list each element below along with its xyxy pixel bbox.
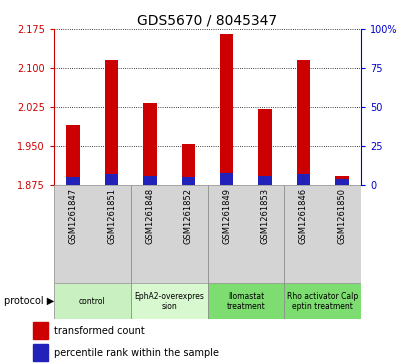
Bar: [220, 173, 233, 185]
Bar: [54, 283, 131, 319]
Text: GSM1261852: GSM1261852: [184, 188, 193, 244]
Text: transformed count: transformed count: [54, 326, 145, 336]
Text: GSM1261847: GSM1261847: [68, 188, 78, 244]
Bar: [105, 60, 118, 185]
Text: protocol ▶: protocol ▶: [4, 296, 54, 306]
Bar: [182, 144, 195, 185]
Text: Rho activator Calp
eptin treatment: Rho activator Calp eptin treatment: [287, 291, 358, 311]
Bar: [297, 60, 310, 185]
Bar: [54, 185, 131, 283]
Text: percentile rank within the sample: percentile rank within the sample: [54, 347, 219, 358]
Bar: [208, 185, 284, 283]
Text: GSM1261853: GSM1261853: [261, 188, 270, 244]
Bar: [131, 185, 208, 283]
Text: GSM1261848: GSM1261848: [145, 188, 154, 244]
Bar: [335, 179, 349, 185]
Text: GSM1261850: GSM1261850: [337, 188, 347, 244]
Bar: [33, 322, 48, 339]
Bar: [297, 174, 310, 185]
Bar: [143, 176, 156, 185]
Bar: [284, 185, 361, 283]
Bar: [143, 103, 156, 185]
Bar: [66, 178, 80, 185]
Text: GSM1261846: GSM1261846: [299, 188, 308, 244]
Text: control: control: [79, 297, 106, 306]
Bar: [66, 125, 80, 185]
Bar: [105, 174, 118, 185]
Text: GSM1261849: GSM1261849: [222, 188, 231, 244]
Text: EphA2-overexpres
sion: EphA2-overexpres sion: [134, 291, 204, 311]
Title: GDS5670 / 8045347: GDS5670 / 8045347: [137, 14, 278, 28]
Bar: [131, 283, 208, 319]
Bar: [335, 176, 349, 185]
Text: GSM1261851: GSM1261851: [107, 188, 116, 244]
Bar: [182, 178, 195, 185]
Bar: [33, 344, 48, 361]
Text: Ilomastat
treatment: Ilomastat treatment: [227, 291, 265, 311]
Bar: [220, 34, 233, 185]
Bar: [259, 109, 272, 185]
Bar: [284, 283, 361, 319]
Bar: [208, 283, 284, 319]
Bar: [259, 176, 272, 185]
